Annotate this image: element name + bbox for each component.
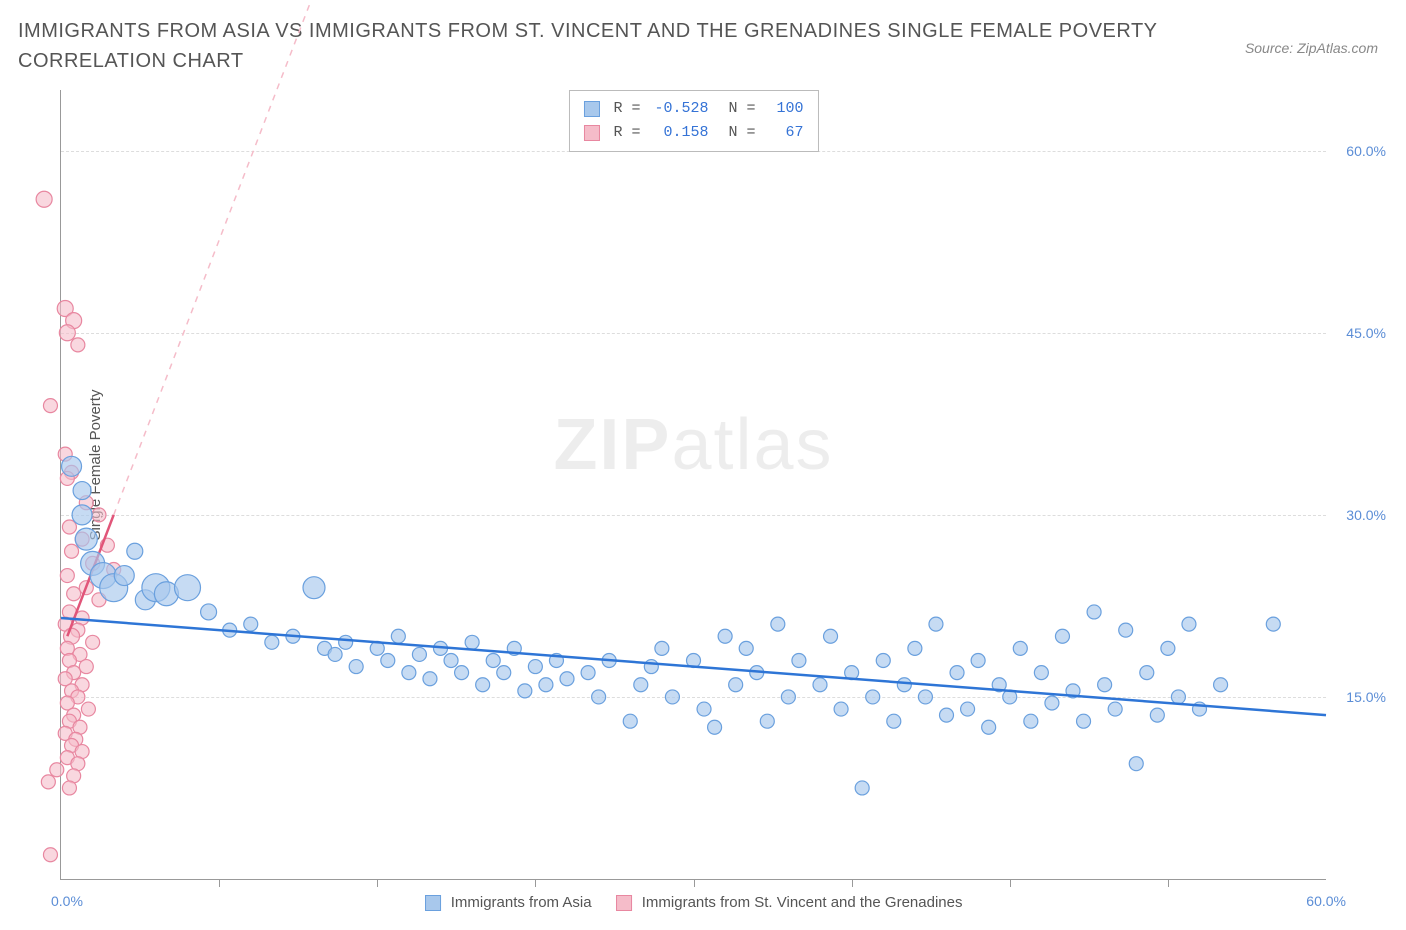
correlation-stats-box: R = -0.528 N = 100 R = 0.158 N = 67 [568, 90, 818, 152]
chart-title: IMMIGRANTS FROM ASIA VS IMMIGRANTS FROM … [18, 16, 1206, 76]
chart-plot-area: ZIPatlas R = -0.528 N = 100 R = 0.158 N … [60, 90, 1326, 880]
bottom-legend: Immigrants from Asia Immigrants from St.… [425, 894, 963, 911]
x-tick [852, 879, 853, 887]
legend-swatch-blue [425, 895, 441, 911]
y-tick-label: 15.0% [1346, 689, 1386, 705]
x-tick-label-max: 60.0% [1306, 893, 1346, 909]
stats-swatch-pink [583, 125, 599, 141]
stats-row-series2: R = 0.158 N = 67 [583, 121, 803, 145]
n-value-s1: 100 [764, 97, 804, 121]
y-tick-label: 30.0% [1346, 507, 1386, 523]
legend-item-series2: Immigrants from St. Vincent and the Gren… [616, 894, 963, 911]
y-tick-label: 45.0% [1346, 325, 1386, 341]
y-tick-label: 60.0% [1346, 143, 1386, 159]
stats-swatch-blue [583, 101, 599, 117]
x-tick [535, 879, 536, 887]
x-tick [1010, 879, 1011, 887]
n-label: N = [729, 97, 756, 121]
x-tick [377, 879, 378, 887]
legend-swatch-pink [616, 895, 632, 911]
scatter-svg [61, 90, 1326, 879]
legend-item-series1: Immigrants from Asia [425, 894, 592, 911]
r-value-s2: 0.158 [649, 121, 709, 145]
n-value-s2: 67 [764, 121, 804, 145]
legend-label-s1: Immigrants from Asia [451, 894, 592, 911]
legend-label-s2: Immigrants from St. Vincent and the Gren… [642, 894, 963, 911]
n-label: N = [729, 121, 756, 145]
x-tick [1168, 879, 1169, 887]
r-label: R = [613, 97, 640, 121]
r-label: R = [613, 121, 640, 145]
source-attribution: Source: ZipAtlas.com [1245, 40, 1378, 56]
x-tick [219, 879, 220, 887]
x-tick-label-min: 0.0% [51, 893, 83, 909]
stats-row-series1: R = -0.528 N = 100 [583, 97, 803, 121]
r-value-s1: -0.528 [649, 97, 709, 121]
x-tick [694, 879, 695, 887]
